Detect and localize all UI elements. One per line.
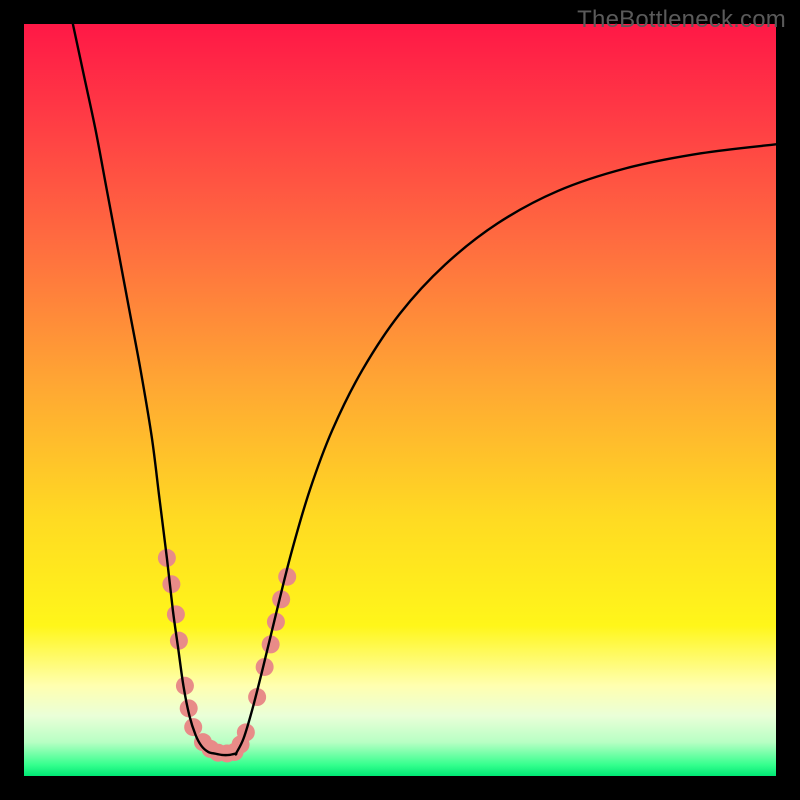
chart-frame: TheBottleneck.com	[0, 0, 800, 800]
data-dot	[167, 605, 185, 623]
gradient-background	[24, 24, 776, 776]
watermark-text: TheBottleneck.com	[577, 6, 786, 34]
bottleneck-curve-plot	[0, 0, 800, 800]
